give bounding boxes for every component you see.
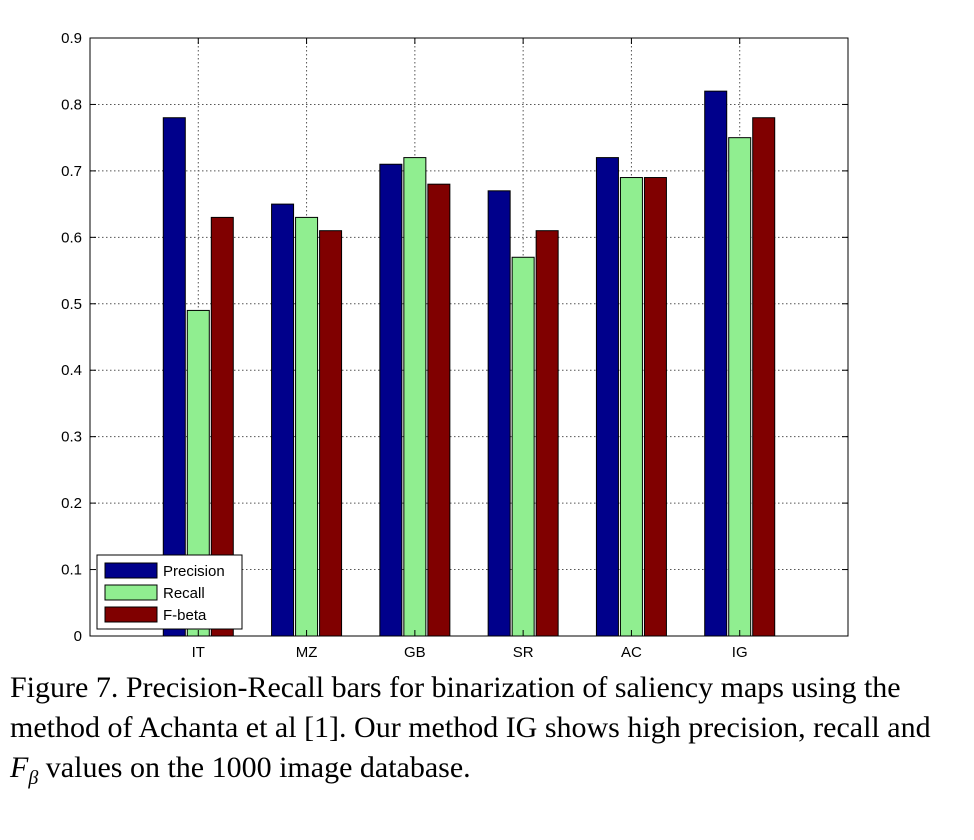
y-tick-label: 0.8 [61, 96, 82, 113]
y-tick-label: 0.1 [61, 562, 82, 579]
x-tick-label: IG [732, 644, 748, 660]
y-tick-label: 0.5 [61, 296, 82, 313]
legend-swatch [104, 584, 158, 601]
x-axis-ticks: IT MZ GB SR AC IG [192, 38, 748, 660]
bar-precision-gb [379, 163, 403, 637]
y-tick-label: 0.6 [61, 229, 82, 246]
bar-recall-mz [295, 216, 319, 637]
bar-f-beta-gb [427, 183, 451, 637]
bar-chart: 00.10.20.30.40.50.60.70.80.9 IT MZ GB SR AC I… [61, 30, 849, 660]
x-tick-label: SR [513, 644, 534, 660]
caption-symbol: F [10, 751, 29, 784]
bar-f-beta-sr [535, 230, 559, 637]
y-tick-label: 0.2 [61, 495, 82, 512]
y-tick-label: 0.3 [61, 429, 82, 446]
x-tick-label: IT [192, 644, 205, 660]
plot-frame [89, 37, 849, 637]
bars [162, 90, 776, 637]
bar-recall-gb [403, 157, 427, 637]
bar-precision-ac [595, 157, 619, 637]
caption-text-start: Figure 7. Precision-Recall bars for bina… [10, 671, 931, 744]
legend-label: Precision [163, 563, 225, 580]
bar-recall-ac [619, 177, 643, 637]
y-axis-ticks: 0 0.1 0.2 0.3 0.4 0.5 0.6 0.7 0.8 0.9 [61, 30, 848, 645]
bar-recall-ig [728, 137, 752, 637]
bar-f-beta-ig [752, 117, 776, 637]
bar-recall-sr [511, 256, 535, 637]
x-tick-label: AC [621, 644, 642, 660]
bar-f-beta-mz [319, 230, 343, 637]
legend-swatch [104, 562, 158, 579]
legend-label: F-beta [163, 607, 207, 624]
bar-precision-sr [487, 190, 511, 637]
bar-f-beta-ac [643, 177, 667, 637]
y-tick-label: 0.9 [61, 30, 82, 47]
legend: Precision Recall F-beta [96, 554, 243, 630]
bar-precision-ig [704, 90, 728, 637]
caption-subscript: β [28, 767, 39, 789]
x-tick-label: GB [404, 644, 426, 660]
y-tick-label: 0 [74, 628, 82, 645]
y-tick-label: 0.7 [61, 163, 82, 180]
bar-precision-mz [271, 203, 295, 637]
legend-label: Recall [163, 585, 205, 602]
figure-caption: Figure 7. Precision-Recall bars for bina… [10, 668, 960, 798]
caption-text-end: values on the 1000 image database. [38, 751, 471, 784]
x-tick-label: MZ [296, 644, 318, 660]
y-tick-label: 0.4 [61, 362, 82, 379]
legend-swatch [104, 606, 158, 623]
